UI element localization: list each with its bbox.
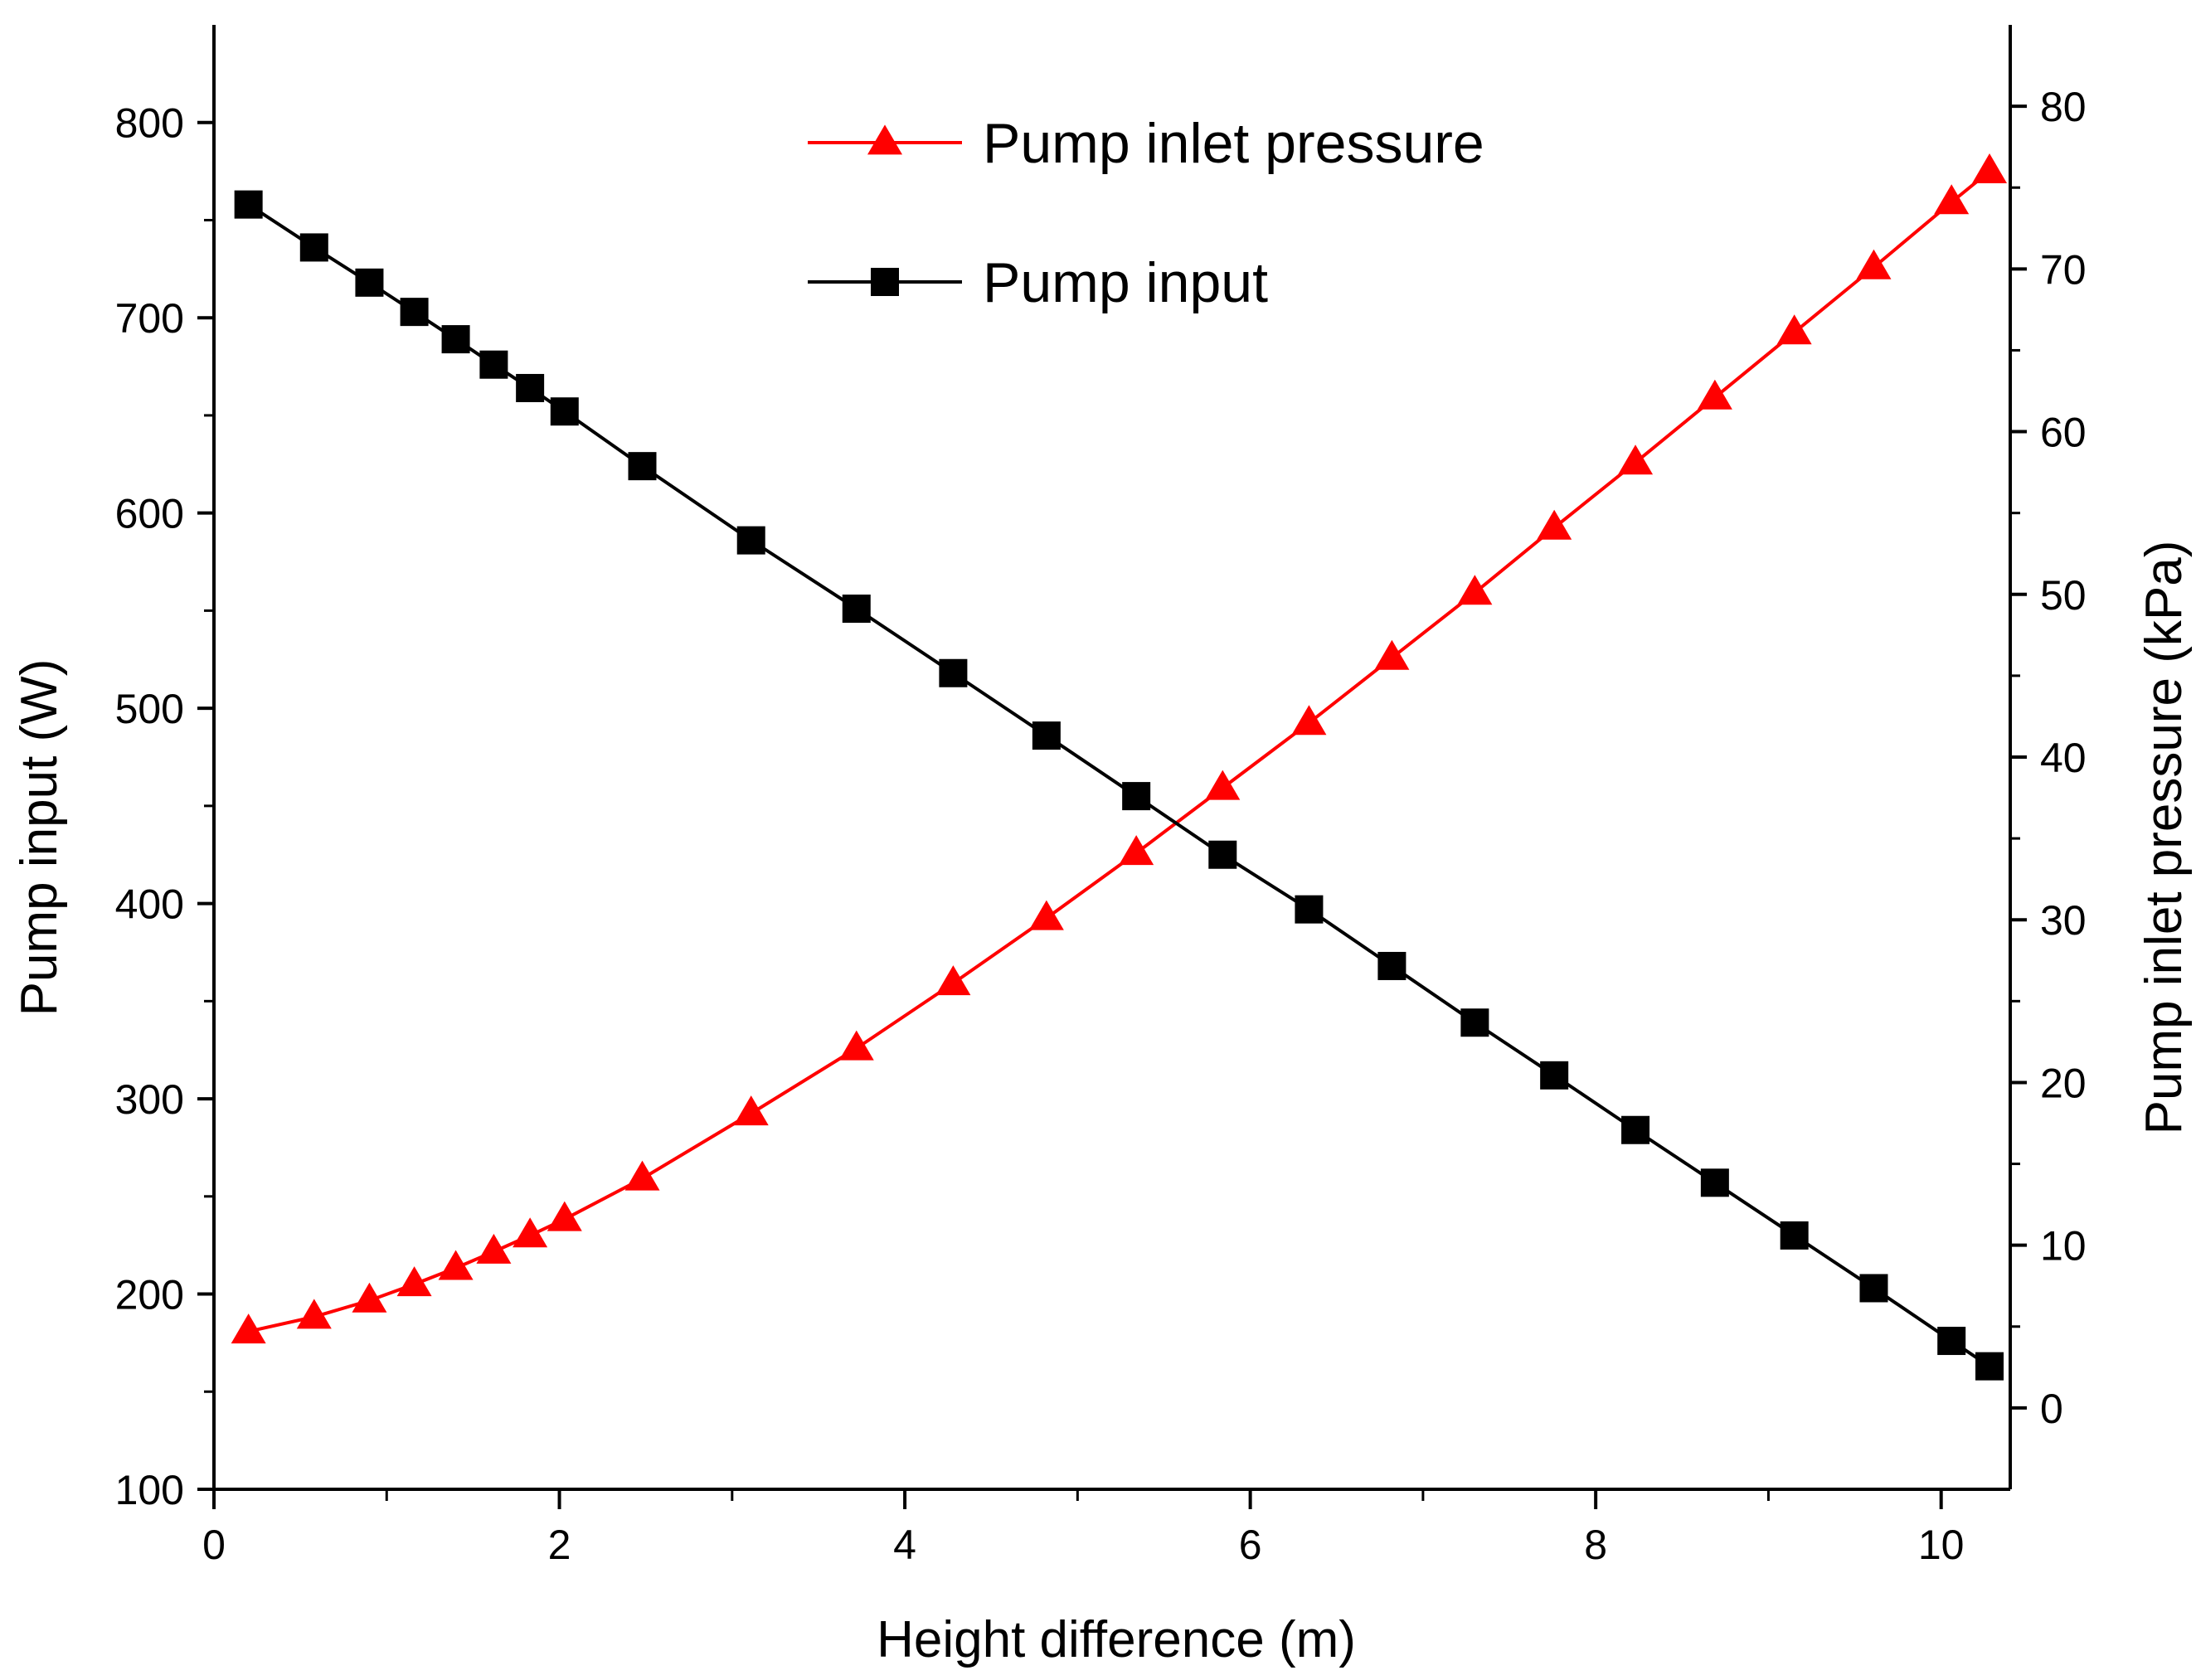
pump-inlet-pressure-point bbox=[296, 1299, 332, 1329]
pump-input-point bbox=[842, 595, 871, 624]
pump-inlet-pressure-point bbox=[1618, 444, 1654, 475]
pump-inlet-pressure-point bbox=[1537, 509, 1572, 540]
legend-item-pump-inlet-pressure: Pump inlet pressure bbox=[808, 112, 1484, 175]
pump-inlet-pressure-point bbox=[1934, 184, 1970, 215]
pump-input-point bbox=[1780, 1221, 1809, 1250]
pump-input-point bbox=[628, 452, 657, 481]
legend-marker bbox=[867, 124, 902, 155]
pump-inlet-pressure-point bbox=[547, 1201, 582, 1231]
pump-input-point bbox=[1859, 1274, 1888, 1303]
y2-tick-label: 30 bbox=[2040, 897, 2087, 944]
pump-inlet-pressure-point bbox=[1776, 314, 1812, 345]
pump-inlet-pressure-point bbox=[935, 965, 971, 996]
pump-input-point bbox=[939, 658, 968, 687]
pump-inlet-pressure-series bbox=[231, 153, 2008, 1344]
pump-inlet-pressure-point bbox=[1697, 379, 1732, 410]
pump-inlet-pressure-point bbox=[1119, 835, 1154, 866]
y-tick-label: 200 bbox=[115, 1272, 184, 1318]
pump-inlet-pressure-point bbox=[733, 1095, 769, 1126]
pump-input-point bbox=[1937, 1327, 1966, 1356]
pump-inlet-pressure-point bbox=[624, 1160, 660, 1191]
y-tick-label: 300 bbox=[115, 1076, 184, 1123]
y2-tick-label: 50 bbox=[2040, 572, 2087, 619]
y2-tick-label: 60 bbox=[2040, 410, 2087, 456]
pump-input-point bbox=[355, 268, 384, 297]
pump-input-point bbox=[736, 526, 765, 555]
pump-input-series bbox=[234, 190, 2004, 1381]
y-tick-label: 400 bbox=[115, 881, 184, 928]
pump-inlet-pressure-point bbox=[838, 1030, 874, 1061]
pump-input-point bbox=[1122, 782, 1151, 811]
pump-input-point bbox=[550, 397, 579, 426]
pump-inlet-pressure-point bbox=[231, 1313, 266, 1344]
pump-inlet-pressure-point bbox=[1291, 705, 1327, 736]
pump-input-point bbox=[1540, 1061, 1569, 1090]
x-tick-label: 0 bbox=[202, 1522, 226, 1568]
y-axis-title: Pump input (W) bbox=[11, 659, 68, 1017]
pump-input-point bbox=[234, 190, 263, 219]
pump-inlet-pressure-point bbox=[352, 1282, 387, 1313]
pump-input-point bbox=[1295, 895, 1324, 924]
x-tick-label: 4 bbox=[893, 1522, 916, 1568]
y-tick-label: 600 bbox=[115, 491, 184, 537]
pump-input-point bbox=[479, 350, 508, 379]
pump-inlet-pressure-point bbox=[476, 1233, 512, 1264]
x-tick-label: 8 bbox=[1584, 1522, 1607, 1568]
y-tick-label: 800 bbox=[115, 100, 184, 147]
y2-tick-label: 20 bbox=[2040, 1060, 2087, 1106]
y-tick-label: 100 bbox=[115, 1467, 184, 1513]
y2-tick-label: 10 bbox=[2040, 1223, 2087, 1270]
pump-inlet-pressure-point bbox=[1374, 639, 1410, 670]
pump-input-point bbox=[400, 298, 429, 327]
pump-inlet-pressure-point bbox=[1028, 900, 1064, 930]
x-tick-label: 10 bbox=[1918, 1522, 1965, 1568]
pump-input-point bbox=[299, 233, 328, 262]
pump-inlet-pressure-point bbox=[1972, 153, 2008, 183]
pump-inlet-pressure-line bbox=[248, 170, 1991, 1333]
x-tick-label: 6 bbox=[1239, 1522, 1262, 1568]
pump-input-point bbox=[1621, 1115, 1650, 1144]
pump-input-point bbox=[1032, 721, 1061, 750]
y-tick-label: 500 bbox=[115, 686, 184, 732]
legend-item-pump-input: Pump input bbox=[808, 251, 1268, 314]
legend-label: Pump input bbox=[983, 251, 1268, 314]
y2-tick-label: 70 bbox=[2040, 246, 2087, 293]
pump-inlet-pressure-point bbox=[1457, 575, 1493, 605]
pump-inlet-pressure-point bbox=[1205, 770, 1241, 800]
pump-input-point bbox=[1208, 840, 1237, 869]
pump-inlet-pressure-point bbox=[438, 1250, 474, 1280]
pump-input-point bbox=[1975, 1352, 2004, 1381]
pump-input-point bbox=[1377, 951, 1407, 980]
y-tick-label: 700 bbox=[115, 295, 184, 342]
legend-label: Pump inlet pressure bbox=[983, 112, 1484, 175]
pump-input-point bbox=[1700, 1168, 1729, 1197]
y2-axis-title: Pump inlet pressure (kPa) bbox=[2135, 541, 2193, 1135]
pump-input-point bbox=[516, 373, 545, 402]
legend-marker bbox=[871, 268, 899, 296]
y2-tick-label: 0 bbox=[2040, 1386, 2063, 1432]
pump-input-point bbox=[1460, 1008, 1489, 1037]
pump-inlet-pressure-point bbox=[1856, 249, 1892, 279]
pump-input-point bbox=[441, 325, 470, 354]
y2-tick-label: 40 bbox=[2040, 735, 2087, 781]
x-tick-label: 2 bbox=[548, 1522, 571, 1568]
pump-inlet-pressure-point bbox=[513, 1217, 548, 1248]
y2-tick-label: 80 bbox=[2040, 84, 2087, 130]
x-axis-title: Height difference (m) bbox=[877, 1611, 1356, 1668]
pump-inlet-pressure-point bbox=[396, 1266, 432, 1297]
